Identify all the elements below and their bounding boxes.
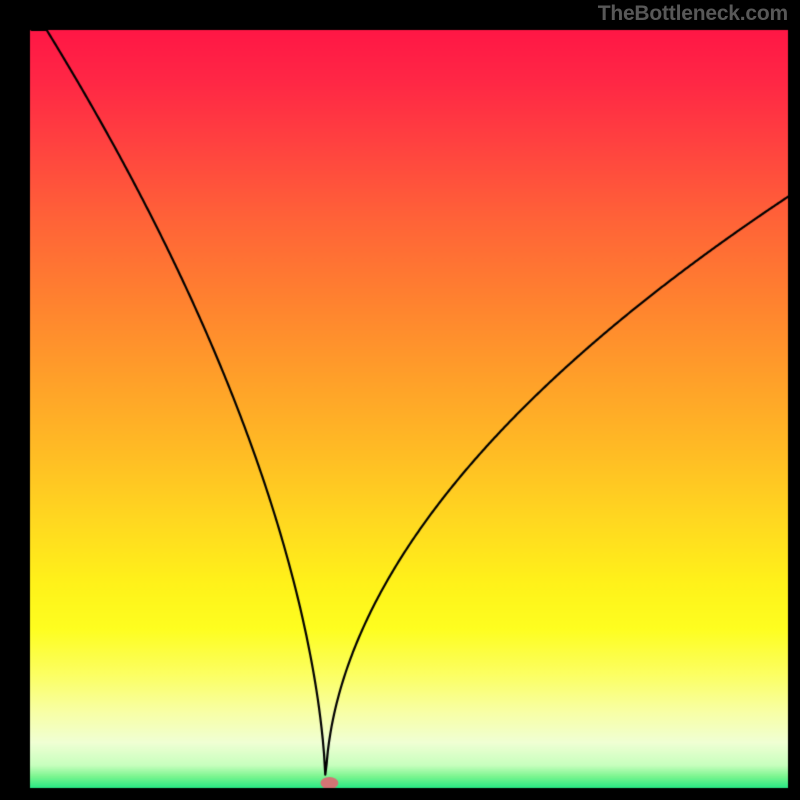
chart-container: TheBottleneck.com — [0, 0, 800, 800]
attribution-watermark: TheBottleneck.com — [598, 2, 788, 26]
bottleneck-curve-chart — [0, 0, 800, 800]
